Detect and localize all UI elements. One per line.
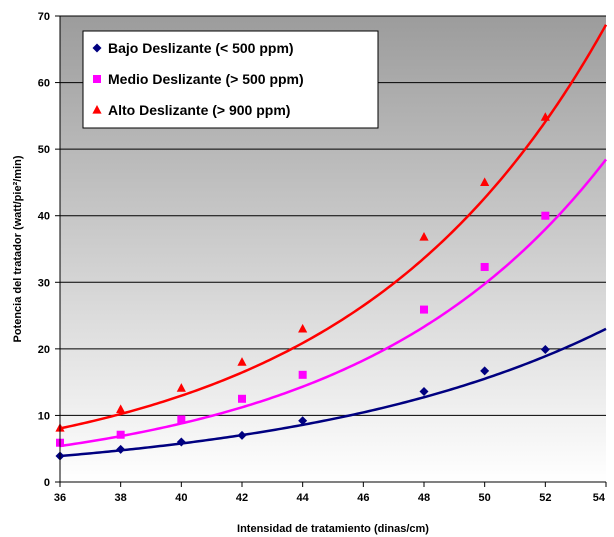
y-tick-label: 20 — [38, 344, 50, 356]
y-tick-label: 70 — [38, 11, 50, 23]
legend-marker — [92, 43, 102, 53]
x-tick-label: 44 — [297, 492, 310, 504]
x-axis-title: Intensidad de tratamiento (dinas/cm) — [237, 523, 429, 535]
trendline-series-1 — [59, 327, 607, 458]
trend-lines — [59, 24, 608, 458]
data-point — [237, 430, 247, 440]
data-point — [420, 305, 428, 314]
data-point — [540, 112, 550, 121]
legend-box — [82, 30, 379, 129]
data-point — [176, 437, 186, 447]
x-tick-label: 50 — [479, 492, 491, 504]
y-axis-title: Potencia del tratador (watt/pie²/min) — [12, 155, 24, 342]
data-point — [298, 323, 308, 333]
x-tick-label: 46 — [357, 492, 369, 504]
y-tick-label: 10 — [38, 410, 50, 422]
data-point — [116, 444, 126, 454]
y-tick-label: 0 — [44, 477, 50, 489]
data-point — [480, 366, 490, 376]
y-tick-label: 30 — [38, 277, 50, 289]
data-point — [298, 416, 308, 426]
y-tick-label: 60 — [38, 78, 50, 90]
data-point — [116, 404, 126, 414]
data-point — [238, 394, 246, 403]
x-tick-label: 36 — [54, 492, 66, 504]
data-point — [480, 262, 489, 271]
legend-label: Alto Deslizante (> 900 ppm) — [108, 102, 290, 118]
data-point — [177, 415, 186, 424]
data-point — [176, 383, 186, 392]
trendline-series-2 — [59, 158, 607, 448]
y-ticks: 0 10 20 30 40 50 60 70 — [38, 11, 60, 489]
y-tick-label: 50 — [38, 144, 50, 156]
trendline-series-3 — [59, 24, 608, 430]
y-tick-label: 40 — [38, 211, 50, 223]
x-tick-label: 38 — [115, 492, 127, 504]
data-point — [419, 232, 429, 241]
x-tick-label: 52 — [539, 492, 551, 504]
x-ticks: 36 38 40 42 44 46 48 50 52 54 — [54, 482, 607, 504]
x-tick-label: 48 — [418, 492, 430, 504]
x-tick-label: 42 — [236, 492, 248, 504]
legend-label: Bajo Deslizante (< 500 ppm) — [108, 40, 294, 56]
legend: Bajo Deslizante (< 500 ppm) Medio Desliza… — [82, 30, 379, 129]
data-point — [116, 430, 125, 439]
legend-marker — [93, 75, 101, 83]
legend-label: Medio Deslizante (> 500 ppm) — [108, 71, 304, 87]
data-point — [419, 386, 429, 396]
data-point — [480, 177, 490, 187]
data-point — [298, 370, 307, 379]
data-point — [540, 345, 550, 355]
data-point — [541, 211, 550, 220]
data-point — [237, 357, 247, 366]
legend-marker — [92, 105, 102, 114]
x-tick-label: 40 — [175, 492, 187, 504]
x-tick-label: 54 — [593, 492, 606, 504]
